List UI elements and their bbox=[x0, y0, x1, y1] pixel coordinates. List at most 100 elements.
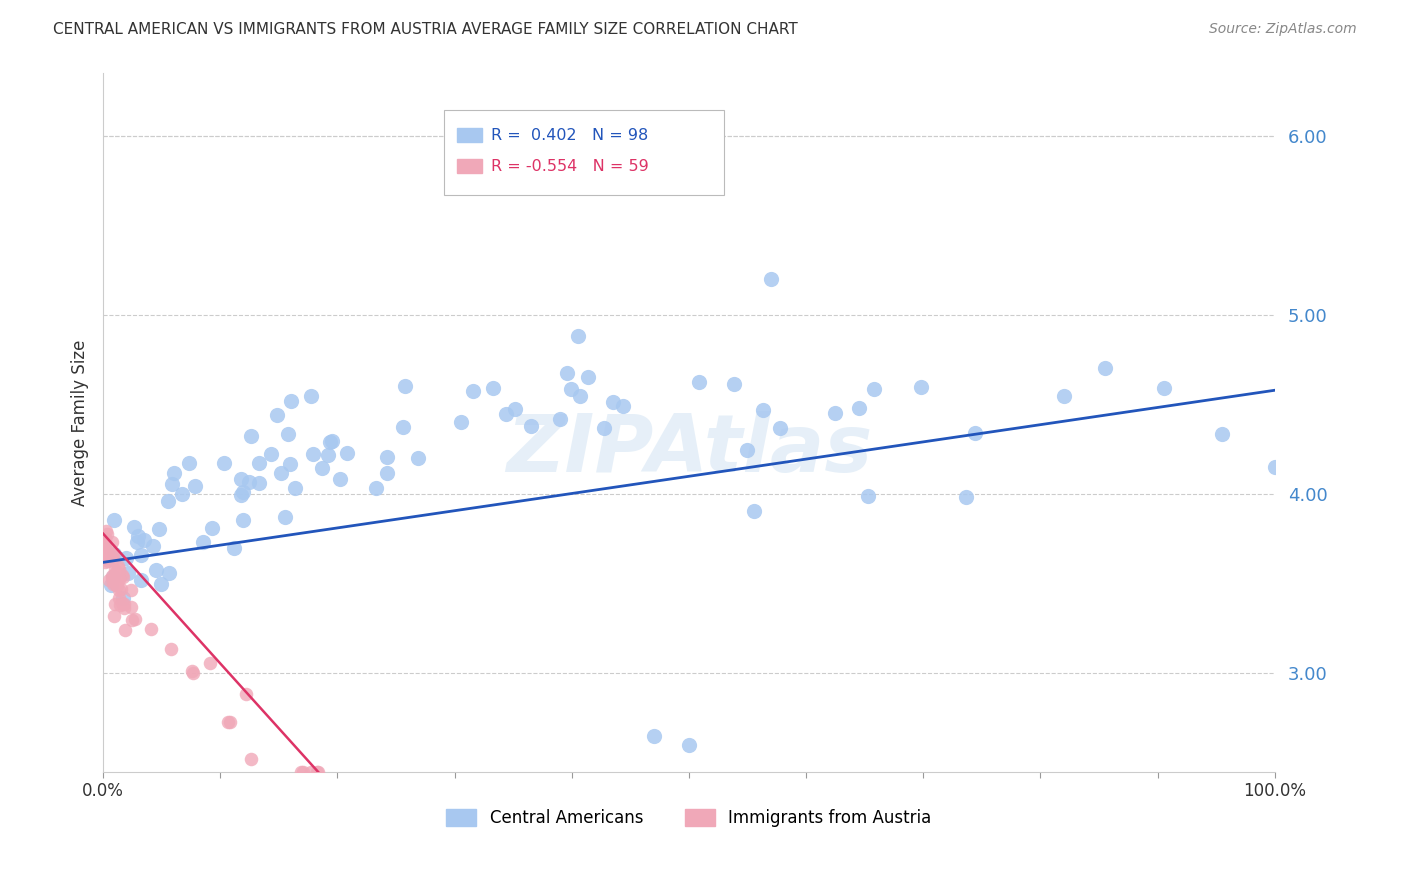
Point bbox=[560, 382, 582, 396]
Point bbox=[239, 429, 262, 443]
Point bbox=[111, 596, 134, 610]
Point bbox=[1211, 427, 1233, 442]
Point bbox=[108, 598, 131, 612]
Point bbox=[375, 466, 398, 480]
Point bbox=[149, 577, 172, 591]
Point bbox=[97, 573, 120, 587]
Point bbox=[104, 578, 127, 592]
Point bbox=[101, 548, 124, 562]
Point bbox=[277, 427, 299, 442]
Point bbox=[482, 381, 505, 395]
Point bbox=[219, 714, 242, 729]
Point bbox=[259, 447, 281, 461]
Point bbox=[463, 384, 485, 398]
Point bbox=[201, 521, 224, 535]
Point bbox=[127, 535, 149, 549]
Point bbox=[121, 600, 143, 615]
Point bbox=[375, 450, 398, 464]
Point bbox=[307, 765, 329, 780]
Point bbox=[148, 522, 170, 536]
Point bbox=[735, 442, 758, 457]
Point bbox=[100, 547, 122, 561]
Point bbox=[94, 538, 117, 552]
Legend: Central Americans, Immigrants from Austria: Central Americans, Immigrants from Austr… bbox=[440, 802, 938, 834]
Point bbox=[824, 406, 846, 420]
Point bbox=[96, 544, 118, 558]
Y-axis label: Average Family Size: Average Family Size bbox=[72, 339, 89, 506]
Point bbox=[117, 566, 139, 581]
Point bbox=[759, 272, 782, 286]
Point bbox=[122, 520, 145, 534]
Point bbox=[519, 418, 541, 433]
Point bbox=[280, 394, 302, 409]
Point bbox=[278, 457, 301, 471]
Point bbox=[112, 597, 135, 611]
Text: R = -0.554   N = 59: R = -0.554 N = 59 bbox=[491, 159, 648, 174]
Point bbox=[366, 481, 388, 495]
Point bbox=[232, 484, 254, 499]
Point bbox=[688, 375, 710, 389]
Point bbox=[111, 568, 134, 582]
Point bbox=[612, 399, 634, 413]
Point bbox=[678, 738, 700, 752]
Point bbox=[548, 412, 571, 426]
Point bbox=[124, 612, 146, 626]
Point bbox=[112, 570, 135, 584]
Point bbox=[198, 657, 221, 671]
Point bbox=[103, 547, 125, 561]
Point bbox=[292, 765, 315, 780]
Point bbox=[107, 558, 129, 573]
Point bbox=[301, 447, 323, 461]
Point bbox=[142, 540, 165, 554]
Point bbox=[311, 461, 333, 475]
Point bbox=[160, 476, 183, 491]
Point bbox=[108, 591, 131, 605]
Point bbox=[96, 527, 118, 541]
Point bbox=[955, 490, 977, 504]
Point bbox=[145, 563, 167, 577]
Point bbox=[103, 512, 125, 526]
Point bbox=[177, 456, 200, 470]
Point bbox=[744, 504, 766, 518]
Point bbox=[495, 407, 517, 421]
Point bbox=[104, 569, 127, 583]
Point bbox=[307, 765, 329, 780]
Text: CENTRAL AMERICAN VS IMMIGRANTS FROM AUSTRIA AVERAGE FAMILY SIZE CORRELATION CHAR: CENTRAL AMERICAN VS IMMIGRANTS FROM AUST… bbox=[53, 22, 799, 37]
Point bbox=[100, 577, 122, 591]
Point bbox=[1264, 460, 1286, 475]
Point bbox=[104, 597, 127, 611]
Point bbox=[569, 389, 592, 403]
Point bbox=[1094, 360, 1116, 375]
Point bbox=[450, 415, 472, 429]
Point bbox=[110, 582, 132, 596]
Point bbox=[127, 528, 149, 542]
Point bbox=[107, 562, 129, 576]
Point bbox=[120, 582, 142, 597]
Point bbox=[858, 489, 880, 503]
Point bbox=[101, 572, 124, 586]
Point bbox=[97, 554, 120, 568]
Point bbox=[266, 409, 288, 423]
Point bbox=[406, 451, 429, 466]
Point bbox=[863, 382, 886, 396]
Point bbox=[101, 569, 124, 583]
Point bbox=[111, 591, 134, 606]
Point bbox=[96, 549, 118, 563]
Point bbox=[319, 434, 342, 449]
Point bbox=[112, 600, 135, 615]
Point bbox=[141, 622, 163, 636]
Point bbox=[284, 481, 307, 495]
Point bbox=[159, 642, 181, 657]
Point bbox=[505, 402, 527, 417]
Point bbox=[115, 551, 138, 566]
Point bbox=[94, 541, 117, 555]
Point bbox=[231, 488, 253, 502]
Point bbox=[212, 456, 235, 470]
Point bbox=[104, 563, 127, 577]
Point bbox=[329, 472, 352, 486]
Point bbox=[567, 328, 589, 343]
Point bbox=[107, 570, 129, 584]
Point bbox=[94, 550, 117, 565]
Point bbox=[270, 467, 292, 481]
Point bbox=[965, 425, 987, 440]
